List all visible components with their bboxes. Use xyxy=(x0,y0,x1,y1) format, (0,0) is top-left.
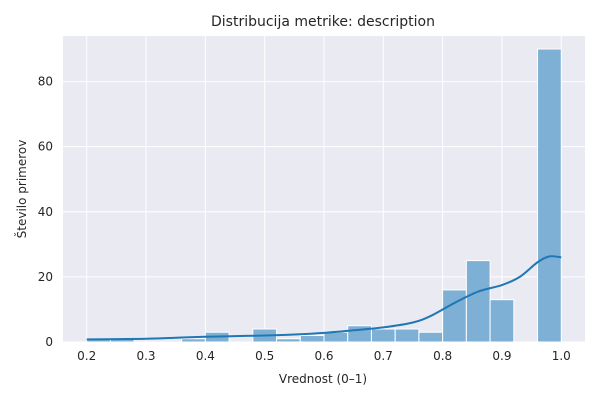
histogram-bar xyxy=(299,334,325,343)
y-tick-label: 40 xyxy=(38,205,53,219)
x-tick-label: 0.4 xyxy=(196,349,215,363)
histogram-bar xyxy=(465,260,491,343)
histogram-bar xyxy=(489,299,515,343)
histogram-bar xyxy=(181,338,206,343)
histogram-bar xyxy=(323,331,349,343)
x-tick-label: 0.6 xyxy=(314,349,333,363)
x-tick-label: 0.3 xyxy=(136,349,155,363)
x-axis-label: Vrednost (0–1) xyxy=(279,372,367,386)
y-tick-label: 60 xyxy=(38,140,53,154)
histogram-bar xyxy=(370,328,396,343)
histogram-bar xyxy=(418,331,444,343)
x-tick-label: 0.2 xyxy=(77,349,96,363)
y-tick-label: 20 xyxy=(38,270,53,284)
y-tick-label: 0 xyxy=(45,335,53,349)
histogram-bar xyxy=(394,328,420,343)
histogram-bar xyxy=(537,48,562,343)
kde-line xyxy=(86,255,562,341)
x-tick-label: 0.5 xyxy=(255,349,274,363)
y-axis-label: Število primerov xyxy=(14,140,29,239)
x-tick-label: 0.8 xyxy=(433,349,452,363)
y-tick-label: 80 xyxy=(38,75,53,89)
x-tick-labels: 0.2 0.3 0.4 0.5 0.6 0.7 0.8 0.9 1.0 xyxy=(77,349,571,363)
y-tick-labels: 0 20 40 60 80 xyxy=(38,75,53,349)
histogram-bar xyxy=(276,338,301,343)
x-tick-label: 1.0 xyxy=(552,349,571,363)
chart-title: Distribucija metrike: description xyxy=(211,14,435,30)
x-tick-label: 0.9 xyxy=(492,349,511,363)
x-tick-label: 0.7 xyxy=(374,349,393,363)
